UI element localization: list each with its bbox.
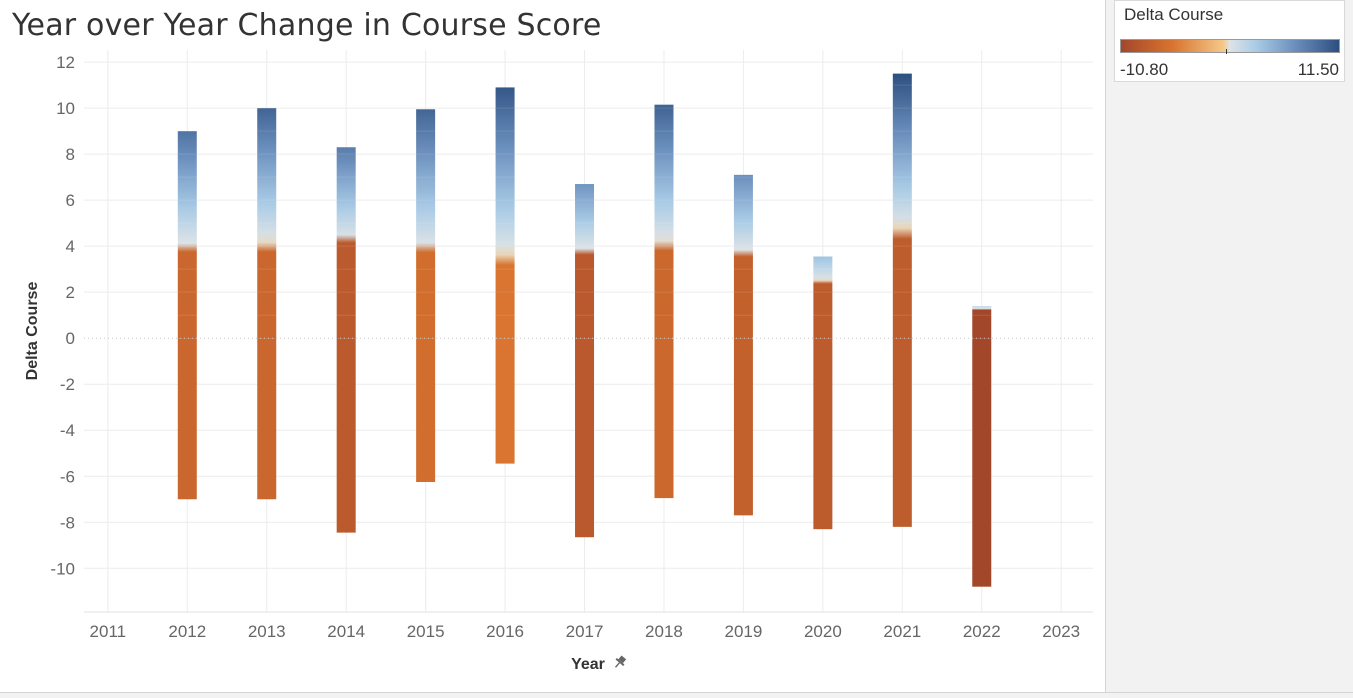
- bar-negative-2018: [654, 338, 674, 499]
- bar-positive-2014: [336, 147, 356, 339]
- color-legend[interactable]: Delta Course -10.80 11.50: [1114, 0, 1345, 82]
- bar-negative-2017: [575, 338, 595, 538]
- bar-positive-2019: [733, 174, 753, 339]
- y-tick-label: 8: [66, 145, 75, 164]
- chart-canvas: 12 10 8 6 4 2 0 -2 -4 -6 -8 -10 2011 2012 2013 2014 2015…: [24, 50, 1093, 673]
- y-tick-label: -6: [60, 467, 75, 486]
- x-axis-labels: 2011 2012 2013 2014 2015 2016 2017 2018 2019 2020…: [90, 622, 1081, 641]
- bar-negative-2019: [733, 338, 753, 516]
- legend-min-label: -10.80: [1120, 60, 1169, 79]
- bar-negative-2015: [416, 338, 436, 483]
- x-tick-label: 2019: [725, 622, 763, 641]
- y-tick-label: 12: [56, 53, 75, 72]
- bar-positive-2022: [972, 305, 992, 339]
- x-tick-label: 2023: [1042, 622, 1080, 641]
- y-axis-labels: 12 10 8 6 4 2 0 -2 -4 -6 -8 -10: [50, 53, 75, 578]
- x-tick-label: 2022: [963, 622, 1001, 641]
- bar-negative-2020: [813, 338, 833, 530]
- legend-max-label: 11.50: [1297, 60, 1339, 79]
- x-tick-label: 2012: [168, 622, 206, 641]
- chart-area: 12 10 8 6 4 2 0 -2 -4 -6 -8 -10 2011 2012 2013 2014 2015…: [12, 8, 1093, 673]
- bar-positive-2017: [575, 184, 595, 339]
- y-tick-label: -4: [60, 421, 75, 440]
- bar-negative-2021: [892, 338, 912, 527]
- bar-positive-2012: [177, 131, 197, 339]
- bar-negative-2014: [336, 338, 356, 533]
- legend-color-ramp: [1120, 39, 1340, 53]
- bar-negative-2013: [257, 338, 277, 500]
- bar-negative-2022: [972, 338, 992, 587]
- legend-title: Delta Course: [1124, 5, 1224, 24]
- bar-positive-2016: [495, 87, 515, 339]
- y-tick-label: 0: [66, 329, 75, 348]
- bar-positive-2020: [813, 256, 833, 339]
- page-title: Year over Year Change in Course Score: [12, 8, 602, 43]
- y-tick-label: 10: [56, 99, 75, 118]
- x-tick-label: 2018: [645, 622, 683, 641]
- y-tick-label: -10: [50, 559, 75, 578]
- y-tick-label: -2: [60, 375, 75, 394]
- x-tick-label: 2017: [566, 622, 604, 641]
- bottom-strip: [0, 692, 1353, 698]
- y-axis-title: Delta Course: [24, 282, 41, 381]
- x-tick-label: 2011: [90, 622, 127, 641]
- bar-positive-2021: [892, 73, 912, 339]
- bar-positive-2015: [416, 109, 436, 339]
- x-tick-label: 2013: [248, 622, 286, 641]
- x-tick-label: 2015: [407, 622, 445, 641]
- bar-positive-2013: [257, 108, 277, 339]
- legend-zero-tick: [1226, 49, 1227, 54]
- x-tick-label: 2014: [327, 622, 365, 641]
- bar-negative-2012: [177, 338, 197, 500]
- x-axis-title: Year: [571, 656, 605, 673]
- bars: [177, 73, 992, 587]
- y-tick-label: 4: [66, 237, 75, 256]
- legend-panel: [1105, 0, 1353, 692]
- y-tick-label: 2: [66, 283, 75, 302]
- y-tick-label: 6: [66, 191, 75, 210]
- x-tick-label: 2020: [804, 622, 842, 641]
- y-tick-label: -8: [60, 513, 75, 532]
- bar-positive-2018: [654, 104, 674, 339]
- bar-negative-2016: [495, 338, 515, 464]
- x-tick-label: 2016: [486, 622, 524, 641]
- x-tick-label: 2021: [883, 622, 921, 641]
- pin-icon: [614, 655, 627, 668]
